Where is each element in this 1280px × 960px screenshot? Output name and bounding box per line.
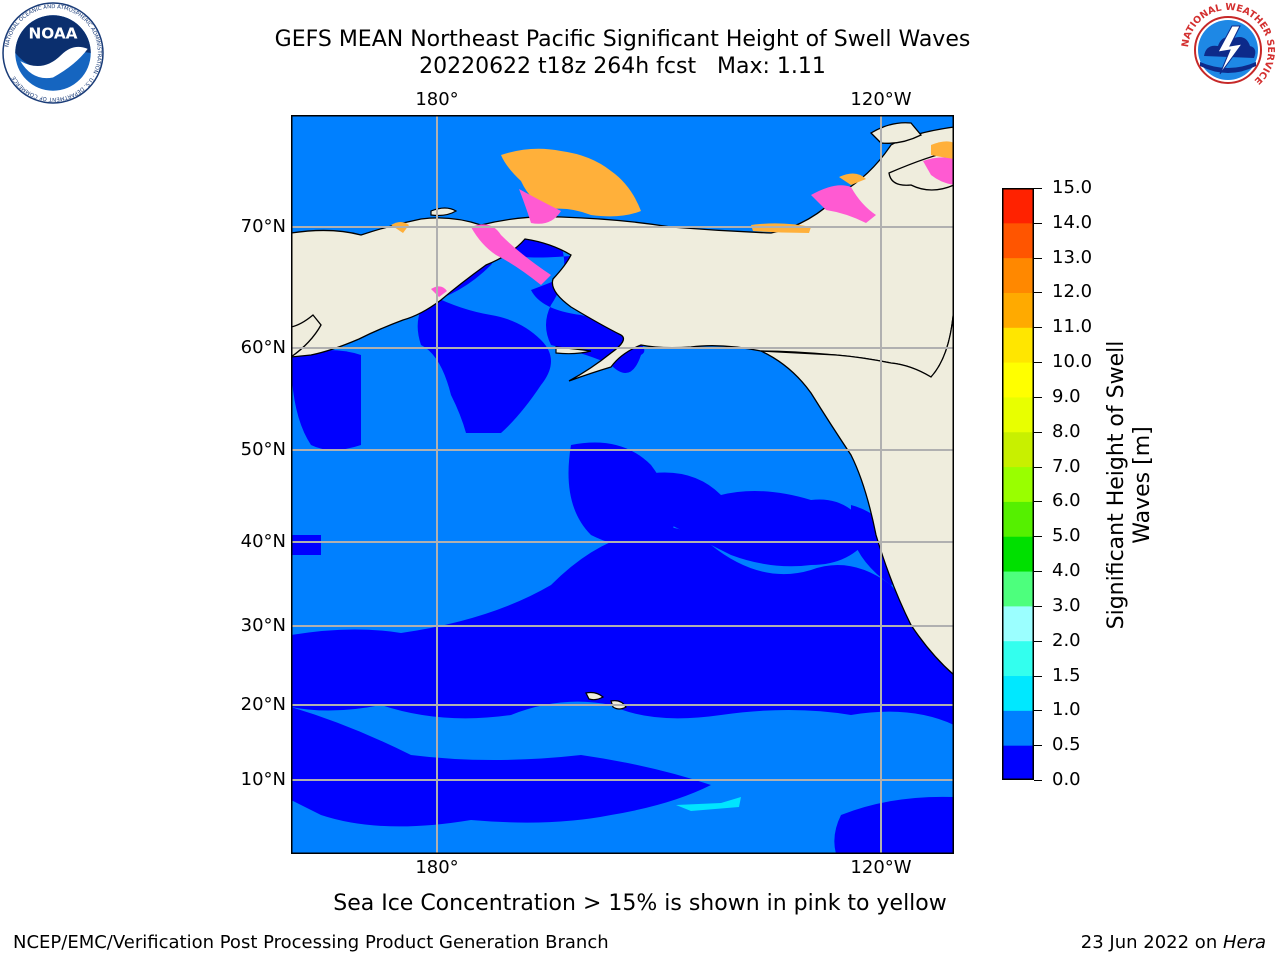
- map-frame: [291, 115, 954, 854]
- colorbar-segment: [1002, 257, 1034, 293]
- colorbar-tick-mark: [1034, 327, 1042, 328]
- colorbar-segment: [1002, 362, 1034, 398]
- colorbar: [1002, 188, 1034, 780]
- colorbar-tick-mark: [1034, 467, 1042, 468]
- colorbar-tick-label: 12.0: [1052, 281, 1093, 303]
- colorbar-tick-label: 14.0: [1052, 211, 1093, 233]
- colorbar-tick-mark: [1034, 745, 1042, 746]
- colorbar-tick-mark: [1034, 780, 1042, 781]
- lat-label-50n: 50°N: [240, 439, 286, 460]
- noaa-logo-text: NOAA: [28, 25, 77, 43]
- footer-date: 23 Jun 2022 on Hera: [1081, 932, 1266, 953]
- swell-1m-patch: [676, 797, 741, 811]
- colorbar-label: Significant Height of Swell Waves [m]: [1104, 340, 1155, 630]
- colorbar-tick-mark: [1034, 501, 1042, 502]
- colorbar-tick-mark: [1034, 641, 1042, 642]
- lat-label-20n: 20°N: [240, 694, 286, 715]
- colorbar-tick-label: 0.0: [1052, 769, 1081, 790]
- sea-ice-note: Sea Ice Concentration > 15% is shown in …: [333, 891, 947, 916]
- colorbar-tick-mark: [1034, 571, 1042, 572]
- colorbar-tick-mark: [1034, 432, 1042, 433]
- lat-label-70n: 70°N: [240, 216, 286, 237]
- colorbar-segment: [1002, 466, 1034, 502]
- colorbar-frame: [1002, 188, 1034, 780]
- colorbar-tick-label: 7.0: [1052, 455, 1081, 477]
- colorbar-tick-label: 15.0: [1052, 177, 1093, 198]
- colorbar-segment: [1002, 536, 1034, 572]
- colorbar-segment: [1002, 222, 1034, 259]
- colorbar-tick-mark: [1034, 397, 1042, 398]
- colorbar-tick-label: 8.0: [1052, 420, 1081, 442]
- colorbar-tick-mark: [1034, 223, 1042, 224]
- lat-label-10n: 10°N: [240, 769, 286, 790]
- colorbar-tick-mark: [1034, 292, 1042, 293]
- colorbar-tick-label: 5.0: [1052, 525, 1081, 547]
- colorbar-tick-mark: [1034, 258, 1042, 259]
- colorbar-segment: [1002, 605, 1034, 642]
- colorbar-tick-mark: [1034, 676, 1042, 677]
- colorbar-tick-label: 6.0: [1052, 490, 1081, 512]
- colorbar-segment: [1002, 710, 1034, 746]
- colorbar-segment: [1002, 327, 1034, 363]
- land: [291, 122, 954, 676]
- colorbar-tick-label: 2.0: [1052, 629, 1081, 651]
- colorbar-segment: [1002, 675, 1034, 711]
- colorbar-tick-label: 10.0: [1052, 351, 1093, 373]
- colorbar-tick-label: 1.5: [1052, 664, 1081, 686]
- noaa-logo: NOAA NATIONAL OCEANIC AND ATMOSPHERIC AD…: [2, 2, 104, 104]
- footer-credit: NCEP/EMC/Verification Post Processing Pr…: [13, 932, 609, 953]
- lon-label-top-180: 180°: [415, 89, 459, 110]
- colorbar-tick-mark: [1034, 188, 1042, 189]
- colorbar-tick-label: 9.0: [1052, 385, 1081, 407]
- colorbar-segment: [1002, 292, 1034, 328]
- map-title: GEFS MEAN Northeast Pacific Significant …: [274, 27, 971, 52]
- lat-label-60n: 60°N: [240, 337, 286, 358]
- grid-lines: [291, 115, 954, 854]
- colorbar-segment: [1002, 745, 1034, 780]
- sea-ice: [391, 141, 954, 297]
- lon-label-top-120w: 120°W: [850, 89, 912, 110]
- lon-label-bottom-120w: 120°W: [850, 857, 912, 878]
- colorbar-segment: [1002, 431, 1034, 468]
- footer-date-text: 23 Jun 2022 on: [1080, 932, 1223, 953]
- colorbar-tick-label: 1.0: [1052, 699, 1081, 721]
- colorbar-tick-label: 3.0: [1052, 594, 1081, 616]
- colorbar-tick-label: 4.0: [1052, 560, 1081, 582]
- map-panel: [291, 115, 954, 854]
- colorbar-segment: [1002, 640, 1034, 677]
- colorbar-tick-label: 0.5: [1052, 734, 1081, 756]
- footer-machine: Hera: [1222, 932, 1266, 953]
- lat-label-40n: 40°N: [240, 531, 286, 552]
- colorbar-tick-mark: [1034, 710, 1042, 711]
- colorbar-tick-mark: [1034, 362, 1042, 363]
- lat-label-30n: 30°N: [240, 615, 286, 636]
- colorbar-segment: [1002, 501, 1034, 537]
- colorbar-tick-label: 11.0: [1052, 316, 1093, 338]
- colorbar-segment: [1002, 571, 1034, 607]
- colorbar-tick-label: 13.0: [1052, 246, 1093, 268]
- lon-label-bottom-180: 180°: [415, 857, 459, 878]
- colorbar-segment: [1002, 396, 1034, 433]
- map-subtitle: 20220622 t18z 264h fcst Max: 1.11: [419, 54, 826, 79]
- colorbar-segment: [1002, 188, 1034, 224]
- nws-logo: NATIONAL WEATHER SERVICE: [1180, 2, 1276, 98]
- colorbar-tick-mark: [1034, 536, 1042, 537]
- colorbar-tick-mark: [1034, 606, 1042, 607]
